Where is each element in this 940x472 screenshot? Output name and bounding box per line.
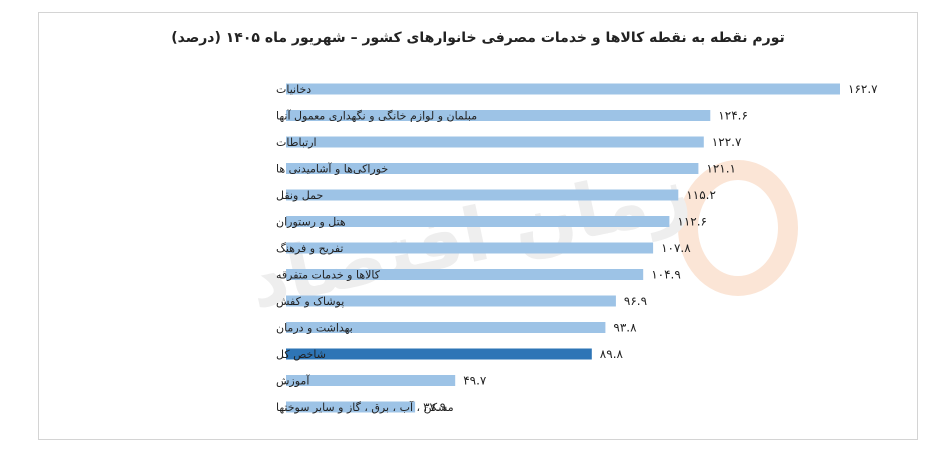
- category-label: هتل و رستوران: [276, 216, 346, 229]
- category-label: دخانیات: [276, 83, 311, 96]
- bar: [286, 136, 704, 148]
- category-label: حمل ونقل: [276, 189, 323, 202]
- category-label: مسکن ، آب ، برق ، گاز و سایر سوختها: [276, 400, 454, 414]
- bar: [286, 242, 654, 254]
- bar: [286, 322, 606, 333]
- category-label: آموزش: [276, 374, 310, 388]
- category-label: بهداشت و درمان: [276, 322, 353, 335]
- value-label: ۱۲۲.۷: [712, 135, 742, 149]
- category-label: مبلمان و لوازم خانگی و نگهداری معمول آنه…: [276, 109, 477, 123]
- bar: [286, 375, 456, 386]
- category-label: پوشاک و کفش: [276, 295, 344, 308]
- value-label: ۹۳.۸: [613, 321, 637, 335]
- value-label: ۱۱۵.۲: [686, 188, 716, 202]
- bar: [286, 189, 679, 201]
- bar: [286, 163, 699, 174]
- value-label: ۱۰۴.۹: [651, 268, 681, 282]
- bars-group: [286, 83, 840, 413]
- value-label: ۸۹.۸: [600, 347, 624, 361]
- bar: [286, 295, 616, 307]
- value-label: ۴۹.۷: [463, 374, 487, 388]
- category-label: تفریح و فرهنگ: [276, 242, 343, 255]
- bar: [286, 83, 840, 95]
- value-label: ۱۲۱.۱: [706, 162, 736, 176]
- value-labels: ۱۶۲.۷ ۱۲۴.۶ ۱۲۲.۷ ۱۲۱.۱ ۱۱۵.۲ ۱۱۲.۶ ۱۰۷.۸ ۱۰۴.۹…: [423, 82, 878, 414]
- category-label: خوراکی‌ها و آشامیدنی ها: [276, 162, 388, 176]
- chart-title: تورم نقطه به نقطه کالاها و خدمات مصرفی خ…: [171, 30, 785, 46]
- bar: [286, 269, 644, 280]
- category-label: کالاها و خدمات متفرقه: [276, 269, 381, 282]
- value-label: ۱۲۴.۶: [718, 109, 748, 123]
- bar: [286, 348, 592, 360]
- bar: [286, 216, 670, 227]
- bar: [286, 110, 711, 121]
- bar: [286, 401, 416, 413]
- category-label: ارتباطات: [276, 136, 317, 149]
- category-label: شاخص کل: [276, 348, 326, 361]
- watermark-swoosh: [678, 160, 798, 296]
- value-label: ۱۱۲.۶: [677, 215, 707, 229]
- value-label: ۹۶.۹: [624, 294, 647, 308]
- category-labels: دخانیات مبلمان و لوازم خانگی و نگهداری مع…: [276, 83, 477, 414]
- value-label: ۱۰۷.۸: [661, 241, 691, 255]
- value-label: ۱۶۲.۷: [848, 82, 878, 96]
- value-label: ۳۷.۹: [423, 400, 446, 414]
